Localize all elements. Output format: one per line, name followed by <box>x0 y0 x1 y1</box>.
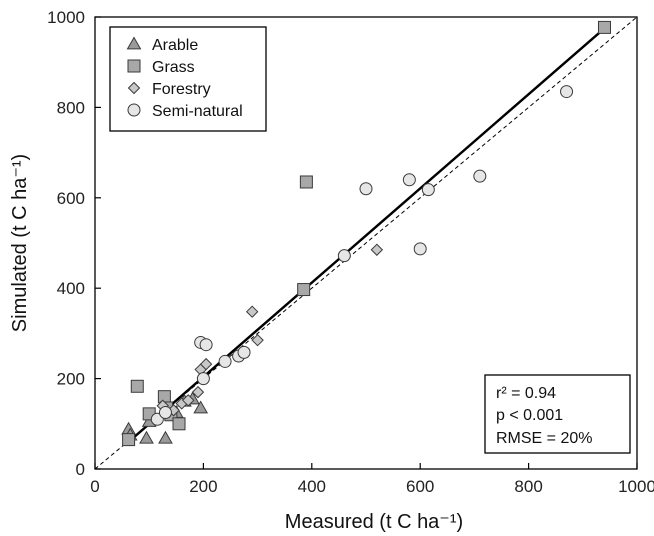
x-tick-label: 200 <box>189 477 217 496</box>
series-forestry <box>156 243 384 417</box>
semi-natural-point <box>421 183 435 197</box>
grass-point <box>130 379 144 393</box>
forestry-point <box>251 333 264 347</box>
y-tick-label: 600 <box>57 189 85 208</box>
axes: 0 200 400 600 800 1000 0 200 400 600 800 1000 <box>47 8 654 496</box>
semi-natural-point <box>402 173 416 187</box>
y-tick-label: 1000 <box>47 8 85 27</box>
stats-box: r² = 0.94 p < 0.001 RMSE = 20% <box>484 374 631 454</box>
identity-line <box>94 16 638 470</box>
forestry-point <box>182 394 195 407</box>
rmse-label: RMSE = 20% <box>496 430 592 447</box>
grass-point <box>299 175 313 189</box>
x-tick-label: 1000 <box>618 477 654 496</box>
grass-point <box>297 283 311 297</box>
grass-point <box>597 20 611 34</box>
legend-marker-forestry <box>127 81 141 95</box>
plot-frame <box>94 16 638 470</box>
semi-natural-point <box>359 182 373 196</box>
arable-point <box>158 430 173 444</box>
semi-natural-point <box>413 242 427 256</box>
legend-label-semi-natural: Semi-natural <box>152 103 243 120</box>
plot-area <box>94 16 638 470</box>
series-semi-natural <box>150 85 574 426</box>
semi-natural-point <box>196 372 210 386</box>
legend-marker-arable <box>126 36 142 50</box>
forestry-point <box>245 305 259 318</box>
x-tick-label: 400 <box>298 477 326 496</box>
y-tick-label: 400 <box>57 279 85 298</box>
grass-point <box>122 433 136 447</box>
y-tick-label: 800 <box>57 98 85 117</box>
semi-natural-point <box>560 85 574 99</box>
legend-marker-semi-natural <box>127 103 141 117</box>
arable-point <box>193 400 209 414</box>
x-tick-label: 800 <box>514 477 542 496</box>
grass-point <box>172 417 186 431</box>
y-axis-title: Simulated (t C ha⁻¹) <box>9 154 31 332</box>
forestry-point <box>370 243 384 256</box>
semi-natural-point <box>473 169 487 183</box>
grass-point <box>157 390 171 404</box>
stats-box-frame <box>484 374 631 454</box>
x-tick-label: 0 <box>90 477 99 496</box>
semi-natural-point <box>199 338 213 352</box>
legend: Arable Grass Forestry Semi-natural <box>109 26 267 132</box>
arable-point <box>139 430 154 444</box>
p-value-label: p < 0.001 <box>496 407 563 424</box>
semi-natural-point <box>158 406 172 419</box>
forestry-point <box>191 385 205 399</box>
x-tick-label: 600 <box>406 477 434 496</box>
legend-label-arable: Arable <box>152 37 198 54</box>
semi-natural-point <box>218 354 232 368</box>
y-tick-label: 0 <box>76 460 85 479</box>
legend-label-forestry: Forestry <box>152 81 211 98</box>
semi-natural-point <box>337 249 351 263</box>
r-squared-label: r² = 0.94 <box>496 385 556 402</box>
forestry-point <box>199 357 213 371</box>
semi-natural-point <box>237 345 251 359</box>
x-axis-title: Measured (t C ha⁻¹) <box>285 511 463 533</box>
legend-marker-grass <box>127 59 141 73</box>
legend-label-grass: Grass <box>152 59 195 76</box>
y-tick-label: 200 <box>57 370 85 389</box>
